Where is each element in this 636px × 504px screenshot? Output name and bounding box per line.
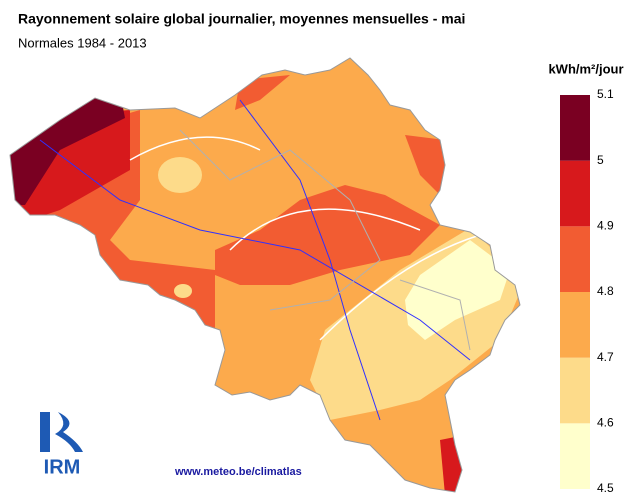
legend-band — [560, 292, 590, 358]
logo: IRM — [38, 412, 88, 478]
legend-title: kWh/m²/jour — [548, 61, 623, 76]
legend: 4.5 4.6 4.7 4.8 4.9 5 5.1 — [560, 87, 614, 495]
legend-tick-label: 4.6 — [597, 416, 614, 430]
footer-url: www.meteo.be/climatlas — [174, 466, 302, 478]
legend-band — [560, 95, 590, 161]
legend-tick-label: 5.1 — [597, 87, 614, 101]
country-border — [9, 57, 521, 493]
legend-band — [560, 160, 590, 227]
legend-band — [560, 423, 590, 489]
map-subtitle: Normales 1984 - 2013 — [18, 35, 147, 50]
legend-band — [560, 226, 590, 292]
legend-tick-label: 4.7 — [597, 350, 614, 364]
legend-tick-label: 4.8 — [597, 284, 614, 298]
legend-tick-label: 5 — [597, 153, 604, 167]
map-title: Rayonnement solaire global journalier, m… — [18, 11, 465, 27]
logo-text: IRM — [44, 456, 81, 478]
legend-band — [560, 357, 590, 424]
legend-tick-label: 4.9 — [597, 219, 614, 233]
legend-tick-label: 4.5 — [597, 481, 614, 495]
